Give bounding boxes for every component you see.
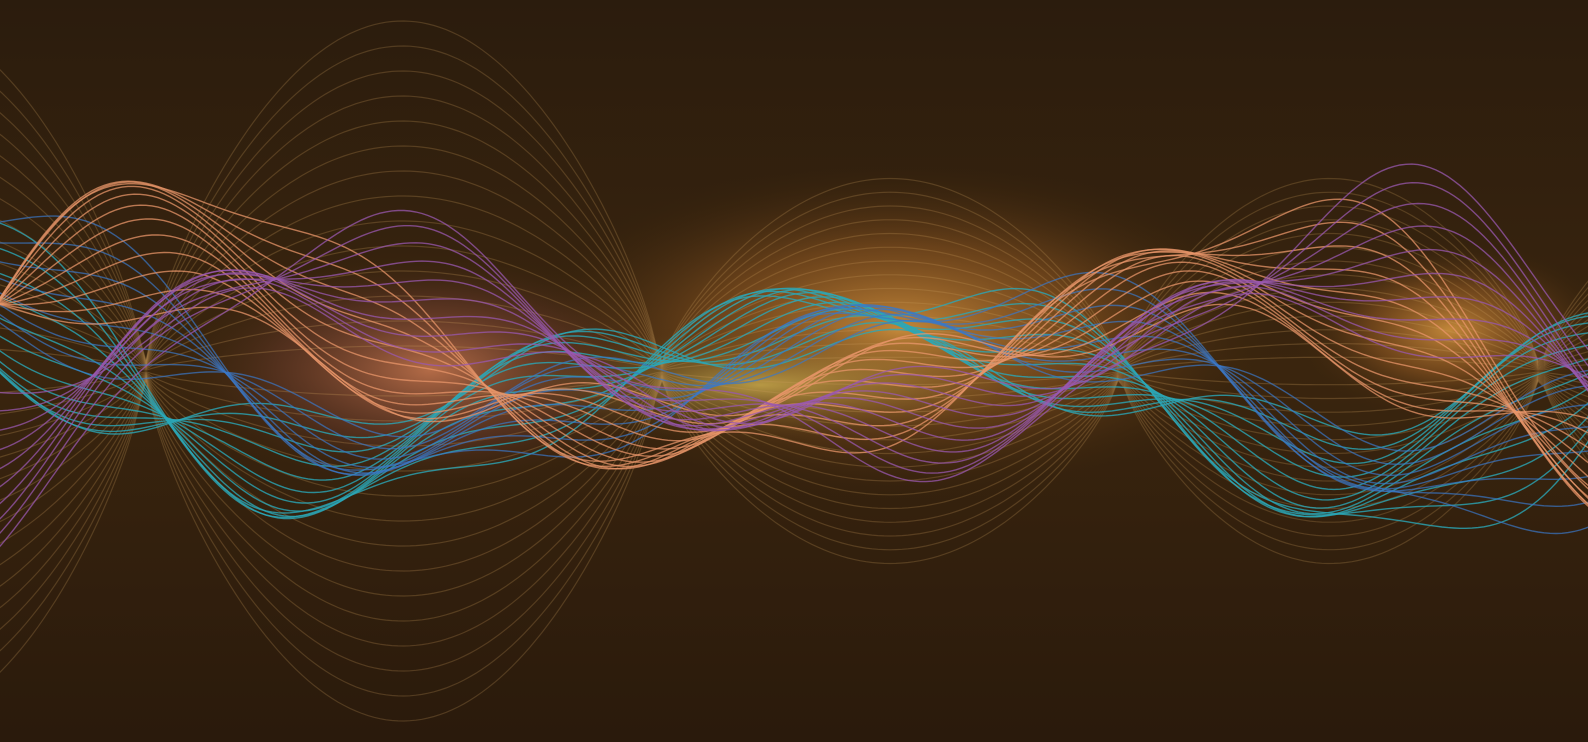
wave-line [0, 374, 1588, 547]
wave-line [0, 270, 1588, 370]
wave-line [0, 375, 1588, 572]
wave-line [0, 120, 1588, 366]
wave-line [0, 377, 1588, 672]
wave-line [0, 225, 1588, 505]
wave-line [0, 371, 1588, 397]
wave-lines [0, 20, 1588, 722]
wave-line [0, 378, 1588, 722]
wave-line [0, 247, 1588, 519]
glow [460, 325, 1060, 445]
wave-line [0, 319, 1588, 452]
wave-line [0, 70, 1588, 365]
wave-line [0, 376, 1588, 647]
wave-line [0, 145, 1588, 367]
glow [1290, 240, 1588, 420]
wave-line [0, 303, 1588, 476]
wave-line [0, 372, 1588, 447]
wave-line [0, 234, 1588, 478]
wave-line [0, 292, 1588, 485]
wave-line [0, 312, 1588, 436]
wave-line [0, 287, 1588, 425]
wave-line [0, 45, 1588, 365]
wave-line [0, 375, 1588, 597]
wave-line [0, 215, 1588, 535]
wave-line [0, 277, 1588, 490]
wave-line [0, 296, 1588, 501]
wave-line [0, 202, 1588, 520]
wave-line [0, 315, 1588, 451]
wave-line [0, 95, 1588, 366]
wave-line [0, 222, 1588, 529]
wave-line [0, 313, 1588, 465]
wave-line [0, 20, 1588, 364]
wave-line [0, 242, 1588, 508]
wave-line [0, 376, 1588, 622]
wave-line [0, 180, 1588, 498]
wave-line [0, 301, 1588, 491]
wave-line [0, 181, 1588, 505]
wave-line [0, 163, 1588, 548]
wave-line [0, 170, 1588, 367]
wave-line [0, 181, 1588, 535]
wave-line [0, 377, 1588, 697]
wave-line [0, 288, 1588, 434]
wave-line [0, 183, 1588, 487]
